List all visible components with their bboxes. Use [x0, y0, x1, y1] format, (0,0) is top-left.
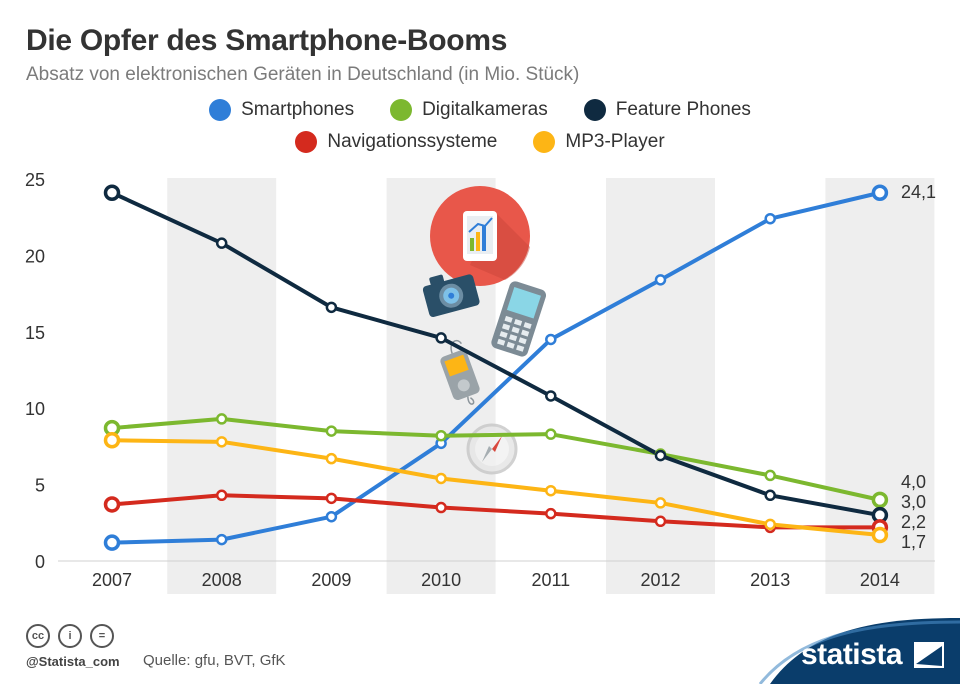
data-point [435, 472, 447, 485]
data-point [103, 184, 121, 202]
data-point [764, 489, 776, 502]
series-line [110, 190, 882, 518]
series-line [110, 416, 882, 502]
legend-item: MP3-Player [533, 131, 665, 153]
legend-dot-icon [533, 131, 556, 153]
brand-band [758, 618, 960, 684]
data-point [325, 492, 338, 505]
data-point [215, 436, 228, 448]
data-point [545, 390, 557, 402]
brand-wordmark[interactable]: statista [800, 638, 903, 671]
legend-dot-icon [295, 131, 318, 153]
end-labels: 24,1 4,03,02,21,7 [901, 182, 936, 552]
data-point [435, 501, 447, 514]
data-point [103, 432, 121, 449]
y-tick-label: 15 [25, 323, 45, 343]
mp3-player-icon [440, 339, 480, 405]
y-tick-label: 20 [25, 246, 45, 266]
data-point [545, 428, 557, 440]
compass-icon [466, 423, 518, 475]
y-tick-label: 10 [25, 399, 45, 419]
legend-label: Feature Phones [615, 99, 751, 120]
legend-dot-icon [209, 99, 232, 121]
footer-handle[interactable]: @Statista_com [26, 654, 120, 669]
series-line [110, 438, 882, 538]
legend-row-top: Smartphones Digitalkameras Feature Phones [0, 99, 960, 121]
legend-dot-icon [390, 99, 413, 121]
feature-phone-icon [491, 281, 547, 357]
end-value-label: 4,0 [901, 472, 926, 492]
x-axis-ticks: 2007 2008 2009 2010 2011 2012 2013 2014 [92, 570, 900, 590]
data-point [103, 534, 121, 551]
x-tick-label: 2009 [311, 570, 351, 590]
legend-item: Navigationssysteme [295, 131, 497, 153]
data-point [435, 332, 447, 344]
data-point [871, 526, 889, 544]
data-point [764, 212, 776, 225]
legend-label: Navigationssysteme [327, 131, 498, 152]
x-tick-label: 2007 [92, 570, 132, 590]
data-point [871, 491, 889, 509]
legend-row-bottom: Navigationssysteme MP3-Player [0, 131, 960, 153]
series-markers [103, 184, 889, 551]
data-point [103, 496, 121, 513]
data-point [325, 425, 338, 437]
camera-icon [422, 274, 480, 317]
legend-item: Feature Phones [583, 99, 751, 121]
data-point [215, 533, 228, 546]
end-value-label: 3,0 [901, 492, 926, 512]
x-tick-label: 2013 [750, 570, 790, 590]
legend-label: MP3-Player [565, 131, 665, 152]
x-tick-label: 2011 [531, 570, 570, 590]
data-point [545, 333, 557, 346]
x-tick-label: 2014 [860, 570, 900, 590]
year-stripe [606, 178, 715, 594]
data-point [215, 413, 228, 425]
cc-icon: cc [26, 624, 50, 648]
footer-source: Quelle: gfu, BVT, GfK [143, 652, 286, 669]
series-line [110, 493, 882, 530]
series-lines [110, 190, 882, 545]
y-tick-label: 5 [35, 476, 45, 496]
year-stripes [167, 178, 935, 594]
end-value-label: 24,1 [901, 182, 936, 202]
data-point [545, 507, 557, 520]
end-value-label: 2,2 [901, 512, 926, 532]
legend-label: Smartphones [241, 99, 355, 120]
x-tick-label: 2010 [421, 570, 461, 590]
data-point [764, 469, 776, 482]
y-axis-ticks: 0 5 10 15 20 25 [25, 170, 45, 572]
data-point [325, 452, 338, 465]
data-point [764, 518, 776, 531]
end-value-label: 1,7 [901, 532, 926, 552]
chart-subtitle: Absatz von elektronischen Geräten in Deu… [26, 64, 580, 85]
statista-logo-icon [914, 642, 944, 668]
illustration-group [422, 186, 547, 475]
data-point [654, 515, 667, 528]
by-icon: i [58, 624, 82, 648]
y-tick-label: 25 [25, 170, 45, 190]
data-point [325, 510, 338, 523]
legend-item: Digitalkameras [390, 99, 548, 121]
data-point [871, 184, 889, 202]
data-point [435, 429, 447, 442]
data-point [325, 301, 338, 314]
data-point [215, 489, 228, 502]
chart-title: Die Opfer des Smartphone-Booms [26, 24, 508, 57]
legend-item: Smartphones [209, 99, 354, 121]
data-point [654, 449, 667, 462]
data-point [654, 497, 667, 509]
x-tick-label: 2008 [202, 570, 242, 590]
legend-dot-icon [583, 99, 606, 121]
data-point [545, 484, 557, 497]
legend-label: Digitalkameras [422, 99, 548, 120]
data-point [215, 237, 228, 249]
nd-icon: = [90, 624, 114, 648]
y-tick-label: 0 [35, 552, 45, 572]
tablet-chart-icon [430, 186, 530, 286]
x-tick-label: 2012 [640, 570, 680, 590]
series-line [110, 190, 882, 545]
data-point [654, 274, 667, 286]
